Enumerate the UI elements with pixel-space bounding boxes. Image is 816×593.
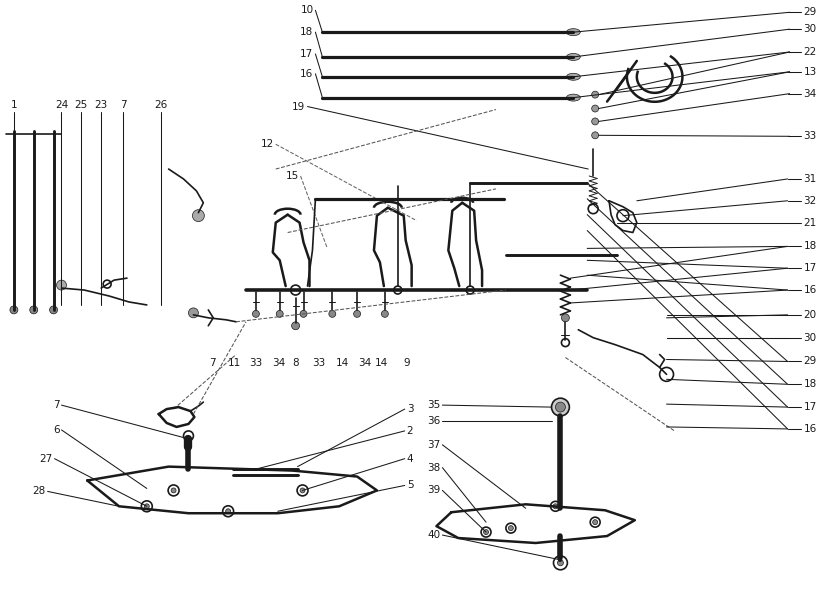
Text: 17: 17: [804, 402, 816, 412]
Text: 33: 33: [250, 358, 263, 368]
Circle shape: [484, 530, 489, 534]
Circle shape: [617, 210, 629, 222]
Circle shape: [556, 402, 565, 412]
Circle shape: [290, 285, 300, 295]
Text: 25: 25: [75, 100, 88, 110]
Text: 35: 35: [427, 400, 441, 410]
Circle shape: [353, 310, 361, 317]
Text: 23: 23: [95, 100, 108, 110]
Text: 29: 29: [804, 356, 816, 366]
Text: 5: 5: [406, 480, 414, 490]
Text: 32: 32: [804, 196, 816, 206]
Text: 34: 34: [804, 88, 816, 98]
Text: 13: 13: [804, 67, 816, 77]
Text: 19: 19: [292, 101, 305, 111]
Text: 11: 11: [228, 358, 241, 368]
Text: 14: 14: [335, 358, 348, 368]
Circle shape: [592, 105, 599, 112]
Ellipse shape: [566, 28, 580, 36]
Circle shape: [277, 310, 283, 317]
Circle shape: [329, 310, 335, 317]
Text: 4: 4: [406, 454, 414, 464]
Circle shape: [252, 310, 259, 317]
Circle shape: [592, 132, 599, 139]
Text: 34: 34: [358, 358, 371, 368]
Circle shape: [592, 519, 597, 525]
Text: 18: 18: [300, 27, 313, 37]
Circle shape: [561, 314, 570, 322]
Text: 12: 12: [260, 139, 274, 149]
Text: 21: 21: [804, 218, 816, 228]
Text: 18: 18: [804, 241, 816, 251]
Circle shape: [381, 310, 388, 317]
Text: 16: 16: [300, 69, 313, 79]
Text: 27: 27: [39, 454, 52, 464]
Text: 3: 3: [406, 404, 414, 414]
Circle shape: [291, 322, 299, 330]
Text: 8: 8: [292, 358, 299, 368]
Text: 37: 37: [427, 440, 441, 450]
Text: 22: 22: [804, 47, 816, 57]
Circle shape: [592, 118, 599, 125]
Text: 40: 40: [428, 530, 441, 540]
Text: 24: 24: [55, 100, 68, 110]
Circle shape: [171, 488, 176, 493]
Text: 9: 9: [403, 358, 410, 368]
Text: 2: 2: [406, 426, 414, 436]
Text: 30: 30: [804, 333, 816, 343]
Circle shape: [50, 306, 58, 314]
Circle shape: [300, 488, 305, 493]
Text: 6: 6: [53, 425, 60, 435]
Circle shape: [193, 210, 204, 222]
Text: 7: 7: [209, 358, 215, 368]
Text: 16: 16: [804, 424, 816, 434]
Text: 20: 20: [804, 310, 816, 320]
Text: 17: 17: [300, 49, 313, 59]
Text: 7: 7: [120, 100, 126, 110]
Text: 39: 39: [427, 486, 441, 495]
Text: 30: 30: [804, 24, 816, 34]
Text: 31: 31: [804, 174, 816, 184]
Text: 10: 10: [300, 5, 313, 15]
Ellipse shape: [566, 53, 580, 60]
Text: 36: 36: [427, 416, 441, 426]
Circle shape: [144, 504, 149, 509]
Text: 1: 1: [11, 100, 17, 110]
Text: 26: 26: [154, 100, 167, 110]
Text: 15: 15: [286, 171, 299, 181]
Circle shape: [226, 509, 231, 514]
Text: 38: 38: [427, 463, 441, 473]
Text: 33: 33: [804, 131, 816, 141]
Circle shape: [557, 560, 563, 566]
Circle shape: [561, 339, 570, 346]
Circle shape: [300, 310, 307, 317]
Circle shape: [29, 306, 38, 314]
Circle shape: [508, 525, 513, 531]
Text: 7: 7: [53, 400, 60, 410]
Text: 14: 14: [375, 358, 388, 368]
Text: 16: 16: [804, 285, 816, 295]
Circle shape: [552, 398, 570, 416]
Circle shape: [188, 308, 198, 318]
Circle shape: [56, 280, 66, 290]
Circle shape: [466, 286, 474, 294]
Text: 18: 18: [804, 380, 816, 389]
Text: 33: 33: [312, 358, 325, 368]
Text: 34: 34: [272, 358, 286, 368]
Circle shape: [394, 286, 401, 294]
Circle shape: [10, 306, 18, 314]
Circle shape: [592, 91, 599, 98]
Text: 29: 29: [804, 7, 816, 17]
Ellipse shape: [566, 74, 580, 80]
Circle shape: [553, 504, 558, 509]
Text: 28: 28: [33, 486, 46, 496]
Circle shape: [588, 204, 598, 213]
Ellipse shape: [566, 94, 580, 101]
Text: 17: 17: [804, 263, 816, 273]
